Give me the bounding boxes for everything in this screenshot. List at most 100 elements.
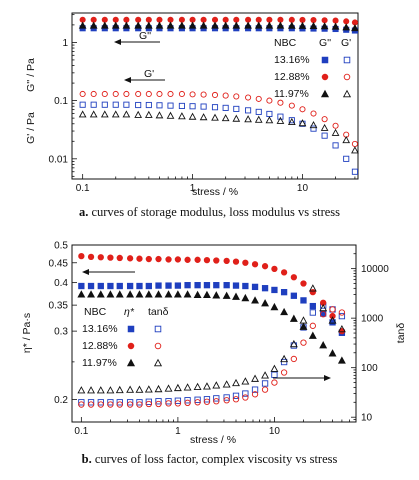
caption-b-label: b.: [81, 452, 92, 466]
complex-viscosity-point: [242, 259, 249, 266]
complex-viscosity-point: [174, 282, 182, 289]
complex-viscosity-point: [174, 256, 182, 263]
storage-modulus-point: [332, 142, 339, 149]
loss-factor-point: [261, 371, 270, 379]
complex-viscosity-point: [145, 255, 152, 263]
complex-viscosity-point: [300, 297, 307, 304]
storage-modulus-point: [90, 90, 97, 98]
loss-factor-point: [87, 399, 95, 406]
legend-b-eta-marker: [127, 325, 135, 333]
panel-a-chart: 0.1 1 10 0.01 0.1 1 G'' G' NBC G'' G' 13.16% …: [25, 12, 359, 198]
loss-arrow-head: [114, 39, 121, 45]
storage-modulus-point: [200, 91, 207, 98]
loss-factor-point: [319, 303, 328, 312]
storage-modulus-point: [167, 102, 174, 109]
panel-b-ylabel-right: tanδ: [395, 323, 407, 344]
loss-modulus-point: [211, 21, 219, 29]
panel-b-frame: [71, 244, 357, 423]
storage-modulus-point: [78, 110, 87, 118]
loss-modulus-annotation: G'': [139, 30, 151, 42]
legend-a-header-storage: G': [341, 37, 351, 49]
loss-factor-point: [194, 396, 201, 403]
complex-viscosity-point: [242, 282, 249, 290]
storage-modulus-point: [111, 110, 120, 118]
loss-factor-point: [271, 379, 278, 386]
storage-modulus-point: [245, 94, 252, 101]
storage-modulus-point: [188, 112, 197, 120]
complex-viscosity-point: [261, 263, 269, 270]
loss-factor-point: [289, 339, 298, 348]
legend-b-header-tan: tanδ: [148, 306, 169, 318]
complex-viscosity-point: [203, 257, 211, 264]
loss-modulus-point: [265, 21, 274, 29]
storage-modulus-point: [112, 90, 119, 98]
loss-modulus-point: [287, 21, 296, 29]
loss-modulus-point: [332, 17, 339, 24]
complex-viscosity-point: [135, 290, 144, 298]
loss-factor-point: [87, 386, 95, 394]
x-tick-label-a: 10: [297, 183, 309, 194]
legend-b-tan-marker: [153, 358, 163, 367]
storage-modulus-point: [211, 91, 219, 99]
loss-modulus-point: [100, 21, 109, 29]
loss-factor-point: [300, 339, 307, 346]
complex-viscosity-point: [308, 331, 317, 339]
loss-modulus-point: [244, 21, 252, 29]
complex-viscosity-point: [184, 282, 191, 289]
loss-factor-point: [115, 385, 124, 394]
complex-viscosity-point: [184, 256, 191, 263]
caption-a-text: curves of storage modulus, loss modulus …: [91, 205, 341, 219]
storage-modulus-point: [189, 91, 196, 98]
storage-modulus-point: [277, 99, 284, 106]
complex-viscosity-point: [194, 256, 201, 263]
loss-modulus-point: [232, 21, 241, 29]
complex-viscosity-point: [194, 282, 201, 289]
loss-modulus-point: [320, 22, 329, 30]
complex-viscosity-point: [116, 282, 123, 290]
loss-modulus-point: [254, 21, 263, 29]
storage-modulus-point: [155, 111, 164, 119]
y-right-tick-label-b: 10000: [361, 264, 389, 275]
legend-a-loss-marker: [321, 73, 329, 81]
complex-viscosity-point: [126, 255, 134, 262]
loss-modulus-point: [221, 21, 230, 29]
storage-modulus-point: [233, 105, 240, 112]
panel-a-xlabel: stress / %: [192, 186, 238, 198]
storage-modulus-annotation: G': [144, 68, 154, 80]
loss-factor-point: [97, 401, 104, 408]
loss-factor-point: [116, 399, 123, 406]
storage-modulus-point: [233, 93, 240, 100]
storage-modulus-point: [90, 101, 97, 108]
complex-viscosity-point: [232, 292, 240, 300]
storage-modulus-point: [266, 110, 273, 117]
caption-a: a. curves of storage modulus, loss modul…: [0, 205, 419, 220]
complex-viscosity-point: [280, 289, 288, 296]
complex-viscosity-point: [223, 282, 230, 289]
storage-modulus-point: [288, 102, 295, 109]
caption-b: b. curves of loss factor, complex viscos…: [0, 452, 419, 467]
loss-factor-point: [183, 383, 192, 391]
loss-factor-point: [174, 397, 182, 404]
legend-a-storage-marker: [342, 89, 352, 98]
storage-modulus-point: [178, 102, 185, 109]
loss-modulus-point: [298, 21, 307, 29]
complex-viscosity-point: [212, 291, 221, 299]
storage-modulus-point: [266, 97, 273, 104]
loss-modulus-point: [188, 21, 197, 29]
caption-b-text: curves of loss factor, complex viscosity…: [94, 452, 338, 466]
y-left-tick-label-b: 0.2: [54, 395, 68, 406]
storage-modulus-point: [89, 110, 98, 118]
loss-factor-point: [320, 311, 327, 318]
complex-viscosity-point: [144, 290, 153, 298]
storage-modulus-point: [299, 120, 306, 127]
loss-modulus-point: [111, 21, 120, 29]
x-tick-label-b: 10: [269, 426, 281, 437]
loss-factor-point: [165, 400, 172, 407]
complex-viscosity-point: [87, 253, 95, 261]
legend-b-tan-marker: [154, 325, 162, 333]
y-tick-label-a: 0.1: [54, 96, 68, 107]
storage-modulus-point: [351, 168, 358, 175]
complex-viscosity-point: [96, 290, 105, 298]
storage-modulus-point: [135, 90, 142, 98]
loss-factor-point: [213, 395, 220, 402]
